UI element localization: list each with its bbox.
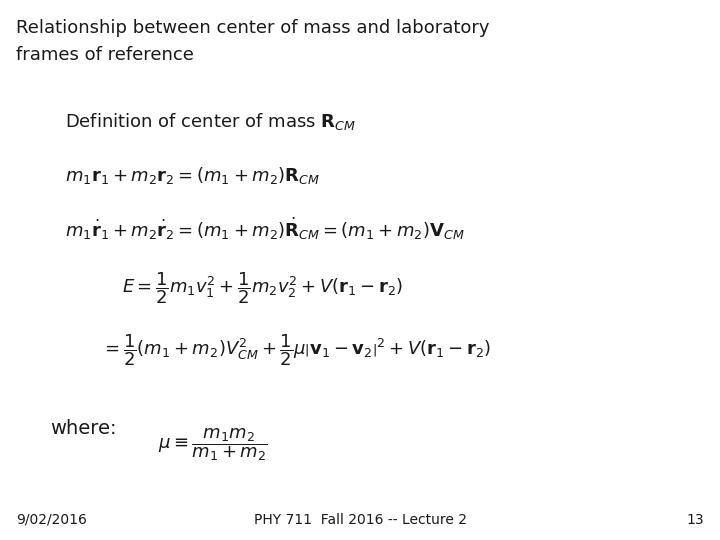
Text: Relationship between center of mass and laboratory: Relationship between center of mass and … — [16, 19, 490, 37]
Text: $E = \dfrac{1}{2}m_1 v_1^2 + \dfrac{1}{2}m_2 v_2^2 + V\left(\mathbf{r}_1 - \math: $E = \dfrac{1}{2}m_1 v_1^2 + \dfrac{1}{2… — [122, 270, 404, 306]
Text: 13: 13 — [687, 512, 704, 526]
Text: $m_1\mathbf{r}_1 + m_2\mathbf{r}_2 = (m_1 + m_2)\mathbf{R}_{CM}$: $m_1\mathbf{r}_1 + m_2\mathbf{r}_2 = (m_… — [65, 165, 320, 186]
Text: $\mu \equiv \dfrac{m_1 m_2}{m_1 + m_2}$: $\mu \equiv \dfrac{m_1 m_2}{m_1 + m_2}$ — [158, 427, 269, 463]
Text: where:: where: — [50, 418, 117, 437]
Text: $= \dfrac{1}{2}(m_1 + m_2)V_{CM}^2 + \dfrac{1}{2}\mu\left|\mathbf{v}_1 - \mathbf: $= \dfrac{1}{2}(m_1 + m_2)V_{CM}^2 + \df… — [101, 332, 491, 368]
Text: PHY 711  Fall 2016 -- Lecture 2: PHY 711 Fall 2016 -- Lecture 2 — [253, 512, 467, 526]
Text: $m_1\dot{\mathbf{r}}_1 + m_2\dot{\mathbf{r}}_2 = (m_1 + m_2)\dot{\mathbf{R}}_{CM: $m_1\dot{\mathbf{r}}_1 + m_2\dot{\mathbf… — [65, 216, 464, 242]
Text: Definition of center of mass $\mathbf{R}_{CM}$: Definition of center of mass $\mathbf{R}… — [65, 111, 356, 132]
Text: 9/02/2016: 9/02/2016 — [16, 512, 86, 526]
Text: frames of reference: frames of reference — [16, 46, 194, 64]
